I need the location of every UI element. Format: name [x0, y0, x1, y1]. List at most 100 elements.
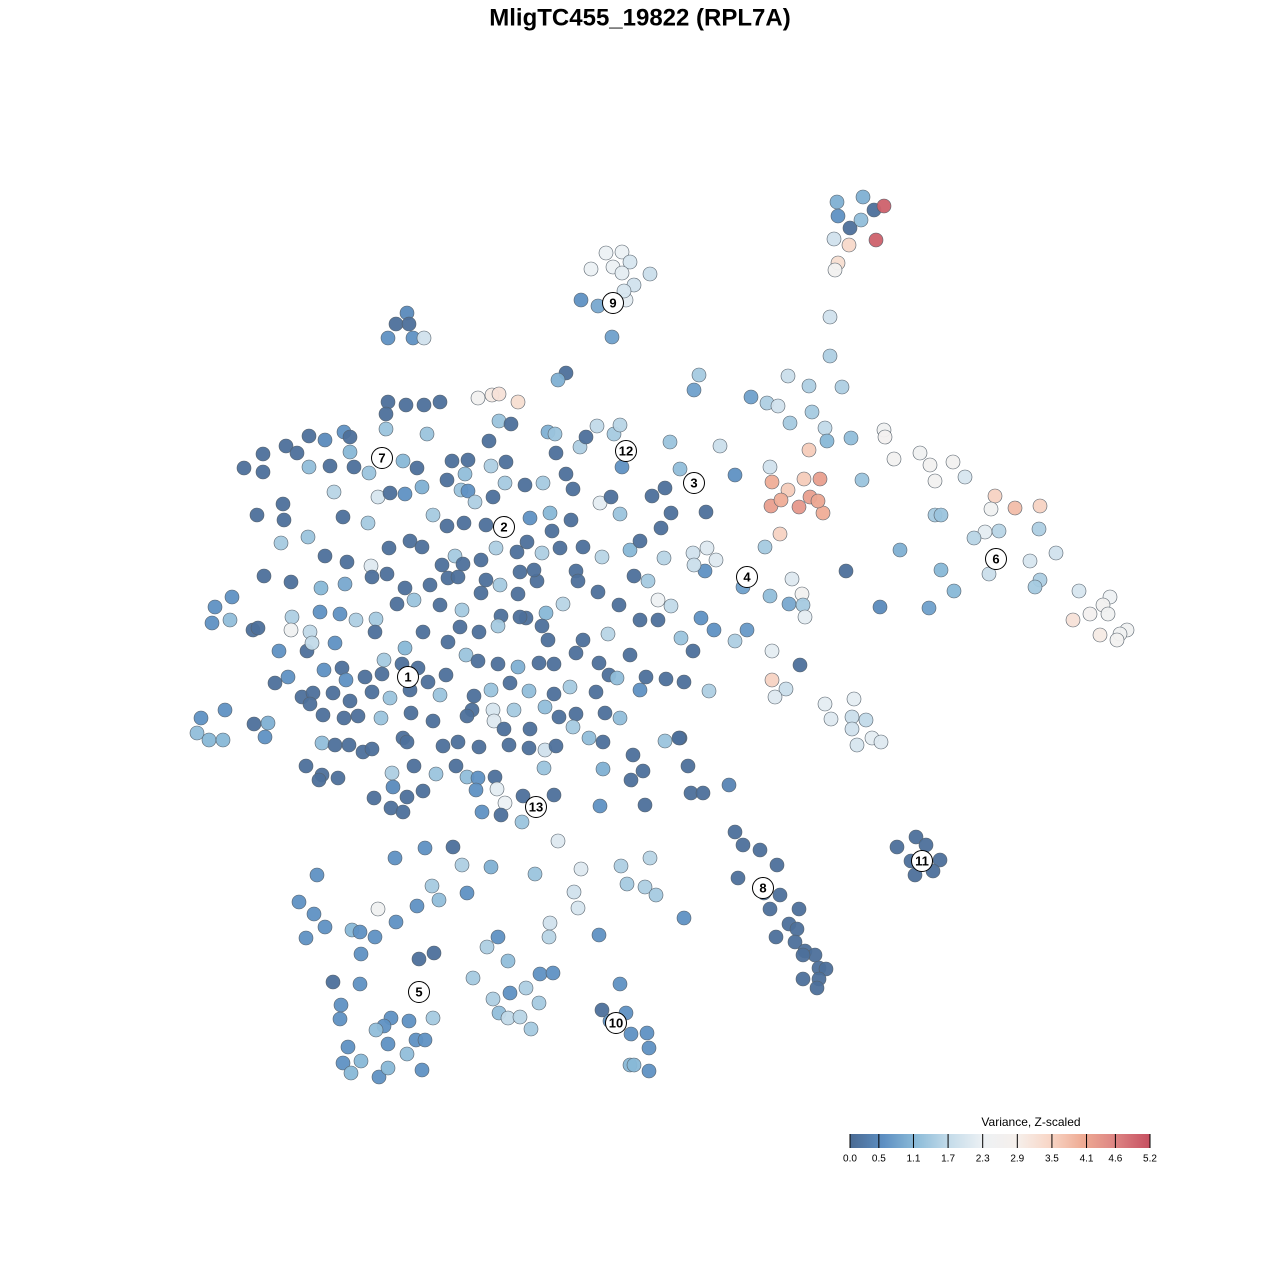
- point: [622, 647, 638, 663]
- point: [280, 669, 296, 685]
- point: [425, 1010, 441, 1026]
- point: [672, 461, 688, 477]
- point: [457, 466, 473, 482]
- colorbar-tick-label: 0.5: [872, 1154, 886, 1165]
- point: [764, 672, 780, 688]
- point: [536, 760, 552, 776]
- point: [662, 434, 678, 450]
- point: [278, 438, 294, 454]
- point: [764, 643, 780, 659]
- point: [868, 232, 884, 248]
- point: [522, 721, 538, 737]
- point: [562, 679, 578, 695]
- point: [619, 876, 635, 892]
- point: [466, 688, 482, 704]
- point: [313, 580, 329, 596]
- point: [534, 545, 550, 561]
- colorbar-tick-label: 3.5: [1045, 1154, 1059, 1165]
- point: [309, 867, 325, 883]
- point: [215, 732, 231, 748]
- cluster-label-badge: [602, 292, 624, 314]
- point: [498, 454, 514, 470]
- point: [632, 612, 648, 628]
- point: [481, 433, 497, 449]
- point: [877, 429, 893, 445]
- point: [283, 622, 299, 638]
- point: [395, 453, 411, 469]
- point: [273, 535, 289, 551]
- point: [922, 457, 938, 473]
- point: [317, 548, 333, 564]
- point: [1071, 583, 1087, 599]
- point: [548, 445, 564, 461]
- point: [409, 460, 425, 476]
- point: [289, 445, 305, 461]
- cluster-label-badge: [408, 981, 430, 1003]
- point: [380, 1060, 396, 1076]
- point: [380, 330, 396, 346]
- point: [886, 451, 902, 467]
- point: [829, 194, 845, 210]
- point: [612, 710, 628, 726]
- point: [350, 708, 366, 724]
- point: [337, 576, 353, 592]
- point: [727, 824, 743, 840]
- point: [531, 995, 547, 1011]
- point: [450, 569, 466, 585]
- point: [271, 643, 287, 659]
- point: [340, 1039, 356, 1055]
- point: [416, 330, 432, 346]
- point: [503, 416, 519, 432]
- point: [500, 953, 516, 969]
- point: [663, 505, 679, 521]
- point: [314, 735, 330, 751]
- point: [204, 615, 220, 631]
- point: [367, 624, 383, 640]
- point: [478, 572, 494, 588]
- point: [616, 283, 632, 299]
- point: [932, 852, 948, 868]
- point: [473, 585, 489, 601]
- point: [565, 719, 581, 735]
- point: [497, 475, 513, 491]
- point: [1092, 627, 1108, 643]
- point: [379, 566, 395, 582]
- point: [547, 426, 563, 442]
- point: [727, 633, 743, 649]
- point: [946, 583, 962, 599]
- point: [849, 737, 865, 753]
- point: [388, 914, 404, 930]
- point: [353, 946, 369, 962]
- point: [699, 540, 715, 556]
- point: [918, 837, 934, 853]
- point: [792, 657, 808, 673]
- point: [488, 540, 504, 556]
- point: [415, 624, 431, 640]
- cluster-label: 3: [690, 475, 697, 490]
- point: [378, 421, 394, 437]
- point: [255, 446, 271, 462]
- point: [842, 220, 858, 236]
- point: [381, 540, 397, 556]
- point: [657, 733, 673, 749]
- point: [637, 879, 653, 895]
- point: [638, 669, 654, 685]
- point: [613, 858, 629, 874]
- point: [789, 921, 805, 937]
- point: [492, 577, 508, 593]
- colorbar: Variance, Z-scaled 0.0 0.5 1.1 1.7 2.3 2.9 3.5…: [843, 1115, 1157, 1164]
- point: [676, 910, 692, 926]
- point: [342, 444, 358, 460]
- point: [966, 530, 982, 546]
- point: [250, 620, 266, 636]
- point: [797, 609, 813, 625]
- point: [611, 597, 627, 613]
- point: [701, 683, 717, 699]
- point: [424, 878, 440, 894]
- point: [823, 711, 839, 727]
- point: [409, 898, 425, 914]
- point: [485, 991, 501, 1007]
- point: [373, 710, 389, 726]
- colorbar-tick-label: 4.6: [1108, 1154, 1122, 1165]
